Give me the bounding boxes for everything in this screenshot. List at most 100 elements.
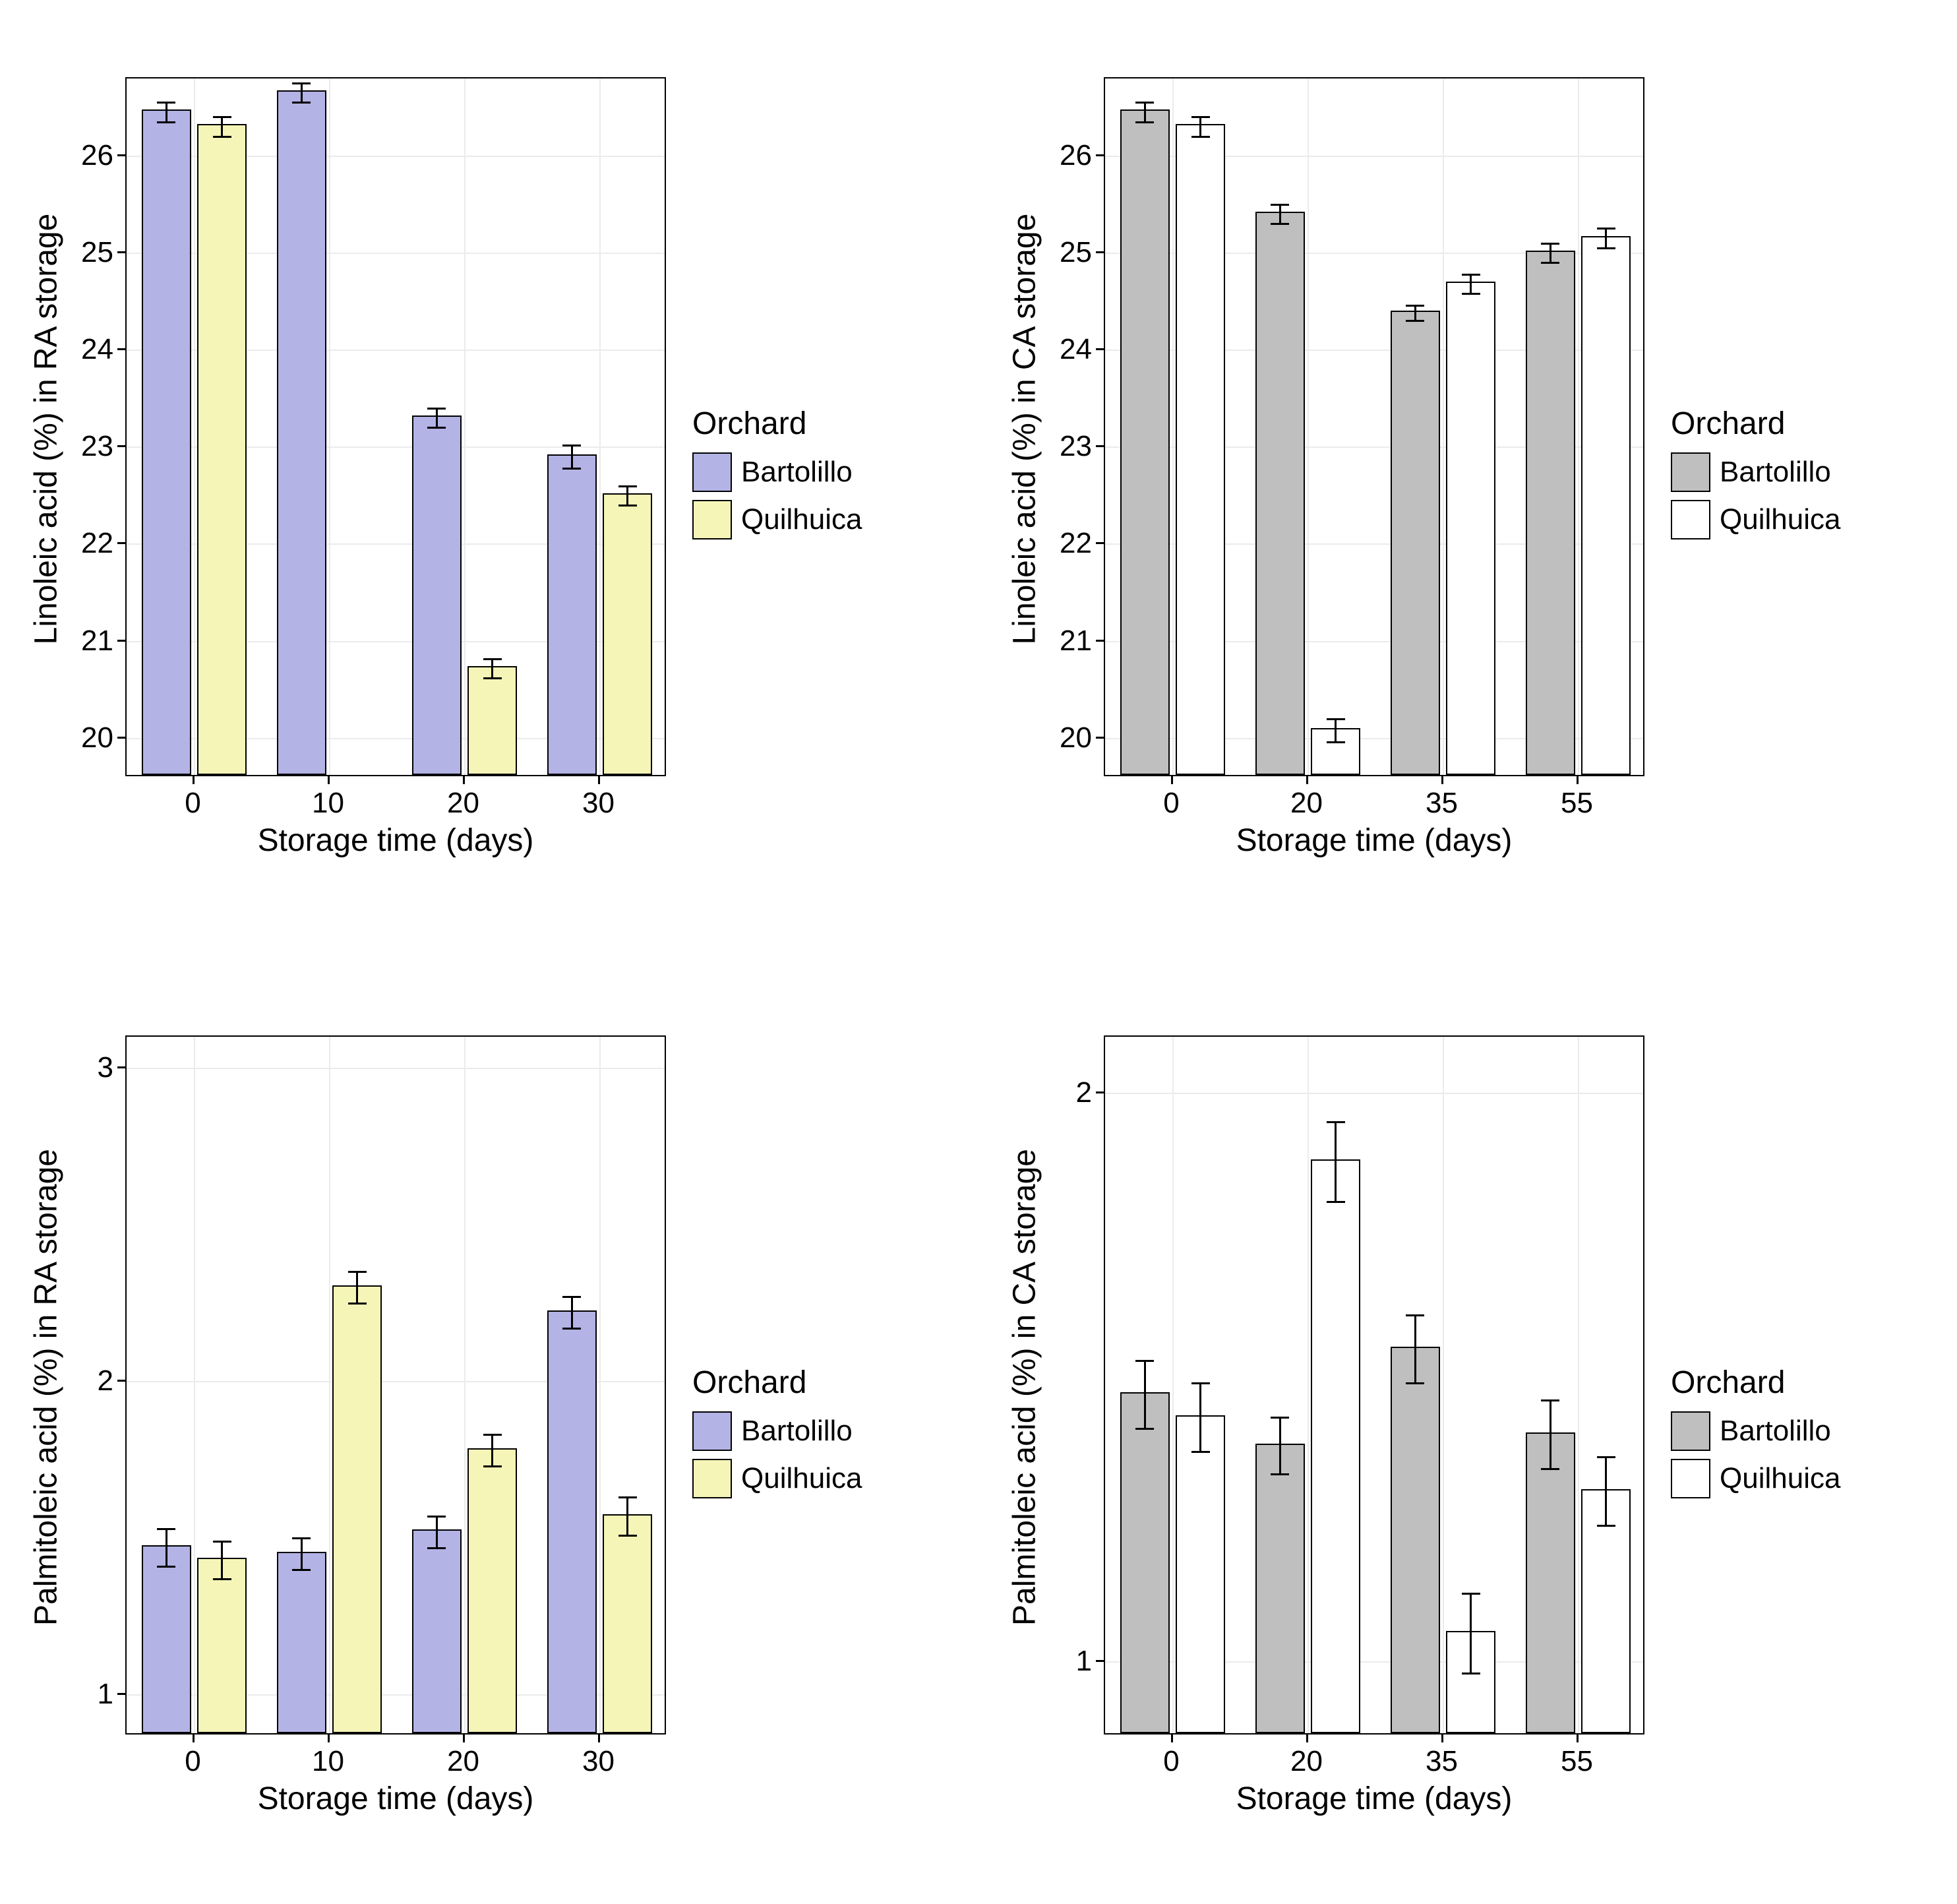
error-bar [1279,204,1281,224]
error-cap [1135,1428,1154,1430]
x-tick-mark [193,776,195,784]
bar [277,90,327,775]
legend-title: Orchard [1671,406,1840,442]
bar [1176,1415,1226,1734]
bar [1526,251,1576,775]
bar [1120,1392,1170,1733]
y-axis-label: Palmitoleic acid (%) in RA storage [28,1124,65,1651]
x-tick-label: 35 [1422,1745,1462,1778]
error-bar [1550,1401,1551,1469]
bar [1255,212,1306,775]
error-cap [483,658,502,660]
bar [197,124,247,774]
error-cap [618,505,637,507]
error-cap [1271,1417,1289,1419]
error-bar [626,1498,628,1535]
legend-swatch [692,452,732,492]
x-axis-label: Storage time (days) [1104,1781,1644,1817]
y-tick-label: 21 [81,625,113,658]
error-bar [1605,229,1607,248]
y-tick-mark [1096,1091,1104,1093]
error-bar [1470,274,1472,293]
x-axis-label: Storage time (days) [125,1781,666,1817]
panel-palmitoleic-ca: 120203555Palmitoleic acid (%) in CA stor… [992,972,1944,1891]
legend-label: Quilhuica [741,503,862,536]
gridline-h [127,1068,665,1069]
error-cap [618,1535,637,1537]
x-axis-label: Storage time (days) [1104,822,1644,859]
error-bar [436,408,438,427]
error-bar [626,486,628,505]
error-bar [1550,243,1551,262]
error-cap [1135,1360,1154,1362]
error-bar [1470,1594,1472,1674]
error-cap [157,1528,175,1530]
y-tick-mark [117,1380,125,1382]
bar [1120,109,1170,774]
error-cap [1597,1525,1615,1527]
x-tick-mark [598,776,600,784]
y-tick-mark [117,640,125,642]
y-tick-label: 22 [81,527,113,560]
error-cap [427,408,446,410]
error-cap [292,82,311,84]
error-cap [213,1541,231,1543]
bar [412,415,462,775]
gridline-v [1443,1037,1444,1733]
error-cap [483,677,502,679]
error-bar [1199,1384,1201,1452]
x-tick-label: 20 [444,787,483,820]
legend-title: Orchard [692,406,862,442]
y-axis-label: Palmitoleic acid (%) in CA storage [1007,1124,1043,1651]
error-cap [1597,247,1615,249]
bar [1255,1444,1306,1734]
y-tick-mark [117,251,125,253]
plot-wrap: 202122232425260203555Linoleic acid (%) i… [992,71,1651,875]
gridline-v [464,1037,466,1733]
legend: Orchard Bartolillo Quilhuica [1671,406,1840,539]
error-cap [427,1547,446,1549]
legend-title: Orchard [1671,1365,1840,1401]
error-cap [562,468,581,470]
error-bar [1335,719,1337,742]
y-tick-label: 22 [1060,527,1092,560]
error-cap [1135,121,1154,123]
legend-label: Bartolillo [1720,456,1831,489]
error-cap [213,1578,231,1580]
error-bar [491,659,493,678]
legend-label: Bartolillo [741,456,853,489]
error-cap [1135,102,1154,104]
x-tick-mark [1577,776,1579,784]
y-tick-label: 20 [81,722,113,754]
error-cap [1191,1451,1210,1453]
error-cap [292,1569,311,1571]
error-cap [427,427,446,429]
plot-wrap: 202122232425260102030Linoleic acid (%) i… [13,71,673,875]
bar [197,1558,247,1733]
gridline-v [1308,1037,1309,1733]
legend-item: Quilhuica [1671,500,1840,539]
y-tick-label: 1 [1076,1645,1092,1678]
error-cap [1541,1468,1559,1470]
y-tick-mark [117,542,125,544]
error-bar [221,1542,223,1580]
x-tick-mark [1171,1735,1173,1742]
y-tick-label: 23 [1060,430,1092,463]
legend: OrchardBartolilloQuilhuica [692,1365,862,1498]
error-bar [1605,1458,1607,1525]
panel-linoleic-ca: 202122232425260203555Linoleic acid (%) i… [992,13,1944,933]
plot-wrap: 1230102030Palmitoleic acid (%) in RA sto… [13,1029,673,1833]
error-bar [1144,1361,1146,1428]
error-bar [1335,1122,1337,1202]
legend-item: Bartolillo [692,452,862,492]
error-cap [483,1434,502,1436]
error-cap [1462,1593,1480,1595]
error-cap [1327,718,1345,720]
gridline-v [194,1037,195,1733]
error-cap [1327,1121,1345,1123]
legend-swatch [692,500,732,539]
error-cap [292,102,311,104]
error-cap [562,1296,581,1298]
x-tick-label: 55 [1557,1745,1597,1778]
figure-grid: 202122232425260102030Linoleic acid (%) i… [13,13,1944,1891]
